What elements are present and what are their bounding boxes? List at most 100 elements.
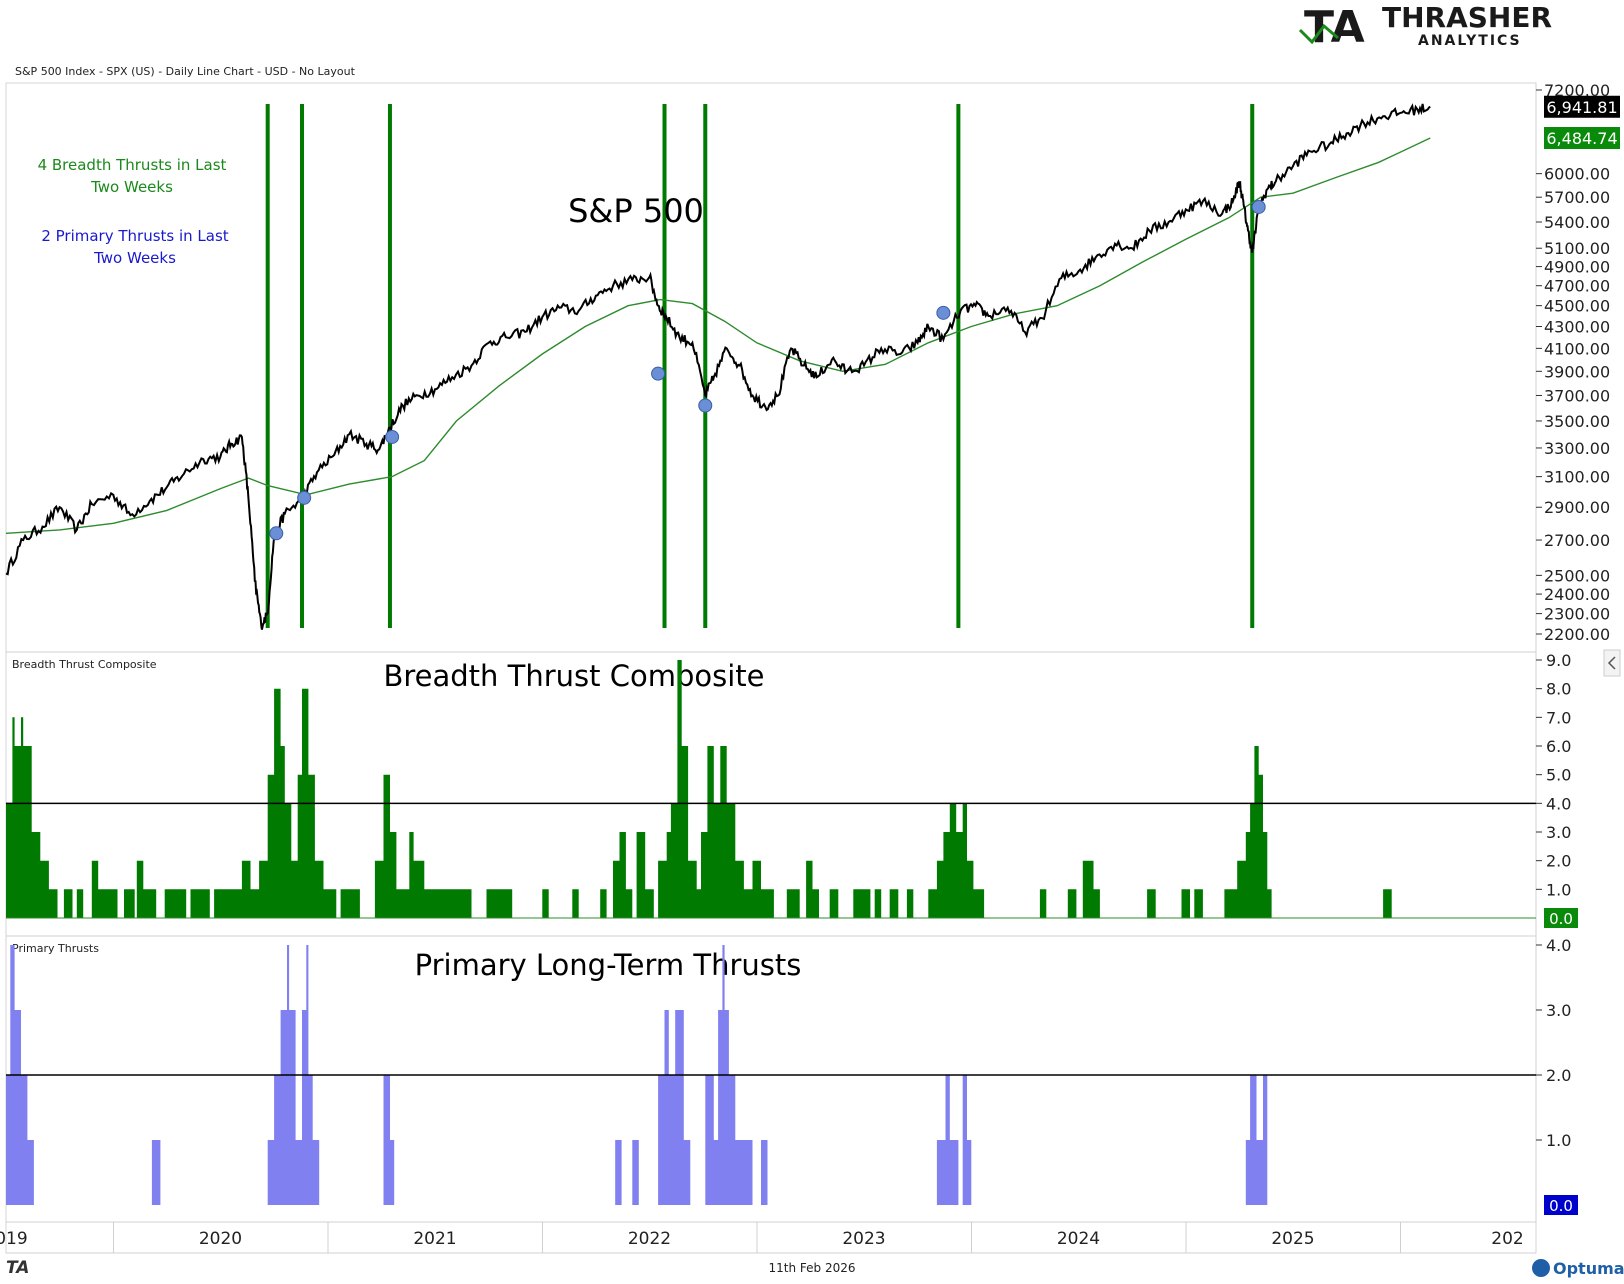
- last-price-tag: 6,941.81: [1544, 95, 1620, 118]
- thrust-marker-5: [698, 398, 713, 413]
- breadth-zero-tag: 0.0: [1544, 908, 1578, 928]
- ma-tag: 6,484.74: [1544, 127, 1620, 150]
- thrust-marker-4: [651, 366, 666, 381]
- breadth-panel-label: Breadth Thrust Composite: [12, 658, 157, 671]
- ma-tag-label: 6,484.74: [1546, 129, 1617, 148]
- year-label: 2020: [199, 1229, 242, 1249]
- thrust-marker-3: [385, 429, 400, 444]
- price-tick-label: 4500.00: [1544, 297, 1610, 316]
- footer-date: 11th Feb 2026: [769, 1261, 856, 1275]
- footer-ta-logo: TA: [6, 1258, 29, 1278]
- breadth-note-line-2: Two Weeks: [90, 178, 173, 196]
- price-tick-label: 2500.00: [1544, 566, 1610, 585]
- primary-zero-tag: 0.0: [1544, 1195, 1578, 1215]
- primary-note-line-2: Two Weeks: [93, 249, 176, 267]
- breadth-bars: [6, 660, 1392, 918]
- primary-panel-title: Primary Long-Term Thrusts: [415, 948, 802, 982]
- price-tick-label: 4700.00: [1544, 277, 1610, 296]
- year-label: 2024: [1057, 1229, 1100, 1249]
- last-price-tag-bg: [1544, 95, 1620, 118]
- primary-zero-tag-label: 0.0: [1549, 1197, 1573, 1215]
- primary-y-axis: 4.0 3.0 2.0 1.0: [1536, 936, 1571, 1150]
- optuma-wordmark: Optuma: [1553, 1259, 1624, 1278]
- breadth-y-axis: 9.0 8.0 7.0 6.0 5.0 4.0 3.0 2.0 1.0: [1536, 651, 1571, 899]
- primary-tick-label: 2.0: [1546, 1066, 1571, 1085]
- price-tick-label: 5400.00: [1544, 213, 1610, 232]
- thrasher-logo: TA THRASHER ANALYTICS: [1298, 1, 1552, 53]
- thrust-lines: [265, 104, 1255, 628]
- logo-name: THRASHER: [1382, 1, 1552, 34]
- primary-tick-label: 4.0: [1546, 936, 1571, 955]
- primary-panel: Primary Thrusts Primary Long-Term Thrust…: [6, 936, 1578, 1215]
- breadth-zero-tag-bg: [1544, 908, 1578, 928]
- breadth-panel: Breadth Thrust Composite Breadth Thrust …: [6, 649, 1621, 928]
- thrust-marker-2: [297, 490, 312, 505]
- primary-note-line-1: 2 Primary Thrusts in Last: [41, 227, 228, 245]
- price-tick-label: 5100.00: [1544, 239, 1610, 258]
- chart-caption: S&P 500 Index - SPX (US) - Daily Line Ch…: [15, 65, 356, 78]
- year-axis: 2019 2020 2021 2022 2023 2024 2025 202: [0, 1222, 1524, 1253]
- thrust-marker-1: [269, 526, 284, 541]
- breadth-tick-label: 6.0: [1546, 737, 1571, 756]
- primary-tick-label: 1.0: [1546, 1131, 1571, 1150]
- chevron-left-icon: [1607, 656, 1616, 670]
- price-tick-label: 4900.00: [1544, 258, 1610, 277]
- primary-panel-label: Primary Thrusts: [12, 942, 99, 955]
- optuma-icon: [1532, 1259, 1550, 1277]
- thrust-markers: [269, 199, 1266, 541]
- breadth-tick-label: 3.0: [1546, 823, 1571, 842]
- price-line: [5, 103, 1431, 630]
- breadth-panel-title: Breadth Thrust Composite: [383, 659, 764, 693]
- price-panel-title: S&P 500: [568, 192, 704, 230]
- breadth-tick-label: 9.0: [1546, 651, 1571, 670]
- year-label: 2022: [628, 1229, 671, 1249]
- year-label: 2019: [0, 1229, 28, 1249]
- year-label: 2023: [842, 1229, 885, 1249]
- price-tick-label: 3900.00: [1544, 362, 1610, 381]
- price-tick-label: 6000.00: [1544, 165, 1610, 184]
- breadth-tick-label: 7.0: [1546, 708, 1571, 727]
- primary-note: 2 Primary Thrusts in Last Two Weeks: [41, 227, 228, 267]
- collapse-panel-button[interactable]: [1603, 649, 1621, 677]
- price-tick-label: 2400.00: [1544, 585, 1610, 604]
- price-tick-label: 2300.00: [1544, 605, 1610, 624]
- thrust-marker-7: [1251, 199, 1266, 214]
- price-tick-label: 2700.00: [1544, 531, 1610, 550]
- thrust-marker-6: [936, 305, 951, 320]
- primary-zero-tag-bg: [1544, 1195, 1578, 1215]
- price-tick-label: 5700.00: [1544, 188, 1610, 207]
- chart-frame: [5, 82, 1537, 1254]
- price-tick-label: 3500.00: [1544, 412, 1610, 431]
- ma-tag-bg: [1544, 127, 1620, 150]
- primary-tick-label: 3.0: [1546, 1001, 1571, 1020]
- year-label: 202: [1491, 1229, 1523, 1249]
- price-tick-label: 4100.00: [1544, 339, 1610, 358]
- collapse-panel-icon[interactable]: [1603, 649, 1621, 677]
- breadth-tick-label: 2.0: [1546, 852, 1571, 871]
- optuma-logo: Optuma: [1532, 1259, 1624, 1278]
- breadth-zero-tag-label: 0.0: [1549, 910, 1573, 928]
- price-tick-label: 2900.00: [1544, 498, 1610, 517]
- price-tick-label: 3700.00: [1544, 386, 1610, 405]
- breadth-note: 4 Breadth Thrusts in Last Two Weeks: [38, 156, 227, 196]
- logo-trend-icon: [1298, 23, 1339, 45]
- year-label: 2021: [413, 1229, 456, 1249]
- price-tick-label: 3300.00: [1544, 439, 1610, 458]
- price-y-axis: 7200.00 6000.00 5700.00 5400.00 5100.004900.…: [1536, 81, 1610, 644]
- logo-mark: TA: [1304, 2, 1365, 53]
- year-label: 2025: [1271, 1229, 1314, 1249]
- last-price-tag-label: 6,941.81: [1546, 98, 1617, 117]
- primary-bars: [6, 945, 1268, 1205]
- breadth-tick-label: 5.0: [1546, 766, 1571, 785]
- price-tick-label: 2200.00: [1544, 625, 1610, 644]
- price-tick-label: 7200.00: [1544, 81, 1610, 100]
- breadth-tick-label: 8.0: [1546, 680, 1571, 699]
- breadth-note-line-1: 4 Breadth Thrusts in Last: [38, 156, 227, 174]
- breadth-tick-label: 4.0: [1546, 794, 1571, 813]
- logo-sub: ANALYTICS: [1418, 33, 1522, 49]
- moving-average-line: [5, 137, 1431, 534]
- price-tick-label: 4300.00: [1544, 318, 1610, 337]
- breadth-tick-label: 1.0: [1546, 880, 1571, 899]
- price-panel: 7200.00 6000.00 5700.00 5400.00 5100.004900.…: [5, 81, 1620, 644]
